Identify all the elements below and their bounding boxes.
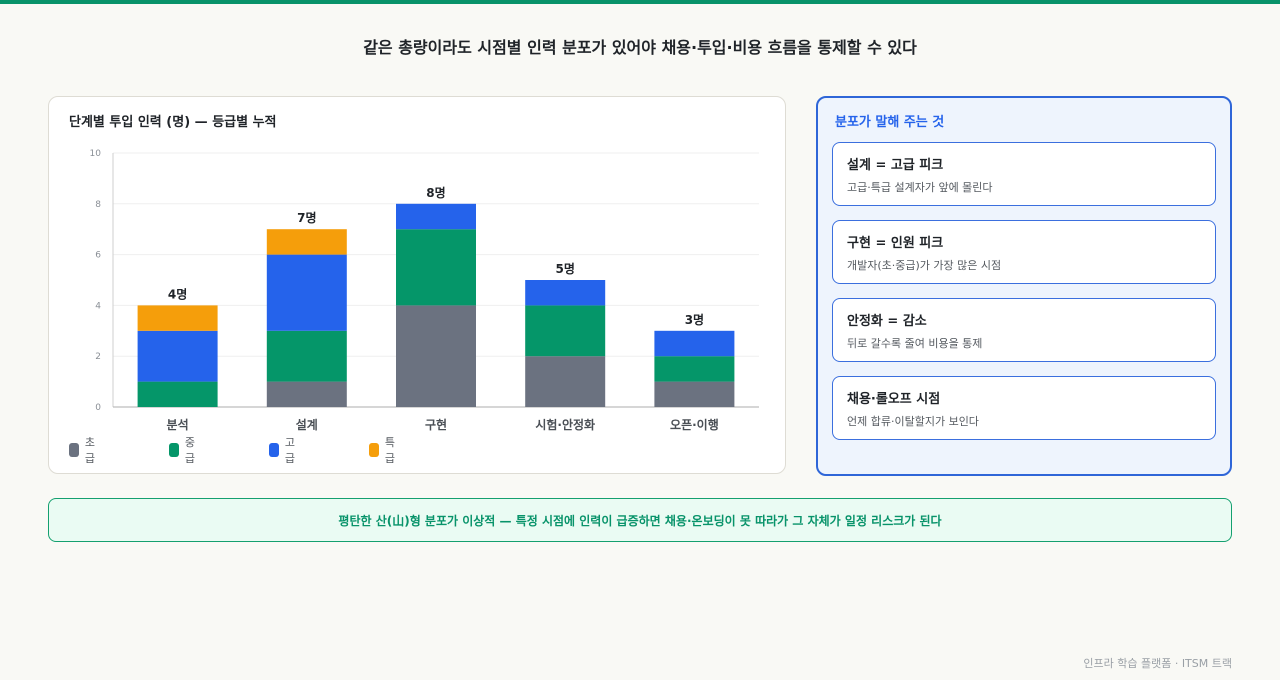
legend-label: 고급 — [284, 436, 295, 465]
bar-segment — [654, 381, 735, 407]
insight-description: 개발자(초·중급)가 가장 많은 시점 — [847, 259, 1002, 272]
insight-card-design: 설계 = 고급 피크 고급·특급 설계자가 앞에 몰린다 — [832, 142, 1216, 206]
y-tick-label: 10 — [90, 149, 102, 159]
y-tick-label: 2 — [95, 352, 101, 362]
bar-total-label: 5명 — [556, 262, 575, 276]
legend-label: 중급 — [184, 436, 195, 465]
summary-banner-text: 평탄한 산(山)형 분포가 이상적 — 특정 시점에 인력이 급증하면 채용·온… — [338, 513, 942, 528]
bar-segment — [266, 229, 347, 255]
bar-total-label: 4명 — [168, 287, 187, 301]
bar-segment — [525, 356, 606, 407]
insight-description: 언제 합류·이탈할지가 보인다 — [847, 415, 979, 428]
y-tick-label: 4 — [95, 301, 101, 311]
insight-description: 고급·특급 설계자가 앞에 몰린다 — [847, 181, 993, 194]
bar-total-label: 8명 — [426, 186, 445, 200]
insight-heading: 채용·롤오프 시점 — [847, 392, 941, 407]
x-tick-label: 시험·안정화 — [535, 417, 595, 432]
x-tick-label: 설계 — [296, 417, 318, 432]
bar-segment — [266, 381, 347, 407]
chart-title: 단계별 투입 인력 (명) — 등급별 누적 — [69, 115, 277, 130]
legend-label: 특급 — [384, 436, 395, 465]
insight-heading: 구현 = 인원 피크 — [847, 236, 944, 251]
legend-swatch — [69, 443, 79, 457]
bar-segment — [654, 356, 735, 382]
bar-segment — [396, 229, 476, 306]
insights-title: 분포가 말해 주는 것 — [835, 115, 945, 130]
x-tick-label: 오픈·이행 — [670, 417, 719, 432]
top-accent-bar — [0, 0, 1280, 4]
legend-swatch — [269, 443, 279, 457]
legend-item: 특급 — [369, 436, 399, 465]
bar-segment — [396, 305, 476, 407]
summary-banner: 평탄한 산(山)형 분포가 이상적 — 특정 시점에 인력이 급증하면 채용·온… — [48, 498, 1232, 542]
x-tick-label: 분석 — [167, 418, 189, 432]
bar-segment — [266, 254, 347, 331]
bar-segment — [396, 203, 476, 230]
bar-segment — [137, 330, 218, 382]
insight-card-rolloff: 채용·롤오프 시점 언제 합류·이탈할지가 보인다 — [832, 376, 1216, 440]
footer-credit: 인프라 학습 플랫폼 · ITSM 트랙 — [1083, 657, 1232, 670]
insight-description: 뒤로 갈수록 줄여 비용을 통제 — [847, 337, 983, 350]
insight-heading: 안정화 = 감소 — [847, 314, 927, 329]
legend-swatch — [169, 443, 179, 457]
bar-segment — [266, 330, 347, 382]
page-title: 같은 총량이라도 시점별 인력 분포가 있어야 채용·투입·비용 흐름을 통제할… — [363, 38, 917, 57]
insight-card-stabilize: 안정화 = 감소 뒤로 갈수록 줄여 비용을 통제 — [832, 298, 1216, 362]
legend-item: 고급 — [269, 436, 299, 465]
y-tick-label: 0 — [95, 403, 101, 413]
legend-item: 초급 — [69, 436, 99, 465]
y-tick-label: 6 — [95, 251, 101, 261]
bar-segment — [137, 305, 218, 331]
legend-swatch — [369, 443, 379, 457]
bar-segment — [525, 280, 606, 306]
legend-item: 중급 — [169, 436, 199, 465]
insight-card-build: 구현 = 인원 피크 개발자(초·중급)가 가장 많은 시점 — [832, 220, 1216, 284]
insights-panel: 분포가 말해 주는 것 설계 = 고급 피크 고급·특급 설계자가 앞에 몰린다… — [816, 96, 1232, 476]
bar-segment — [654, 330, 735, 357]
x-tick-label: 구현 — [425, 417, 447, 432]
bar-segment — [137, 381, 218, 407]
bar-total-label: 7명 — [297, 211, 316, 225]
bar-total-label: 3명 — [685, 313, 704, 327]
bar-segment — [525, 305, 606, 357]
insight-heading: 설계 = 고급 피크 — [847, 158, 944, 173]
y-tick-label: 8 — [95, 200, 101, 210]
legend-label: 초급 — [84, 436, 95, 465]
